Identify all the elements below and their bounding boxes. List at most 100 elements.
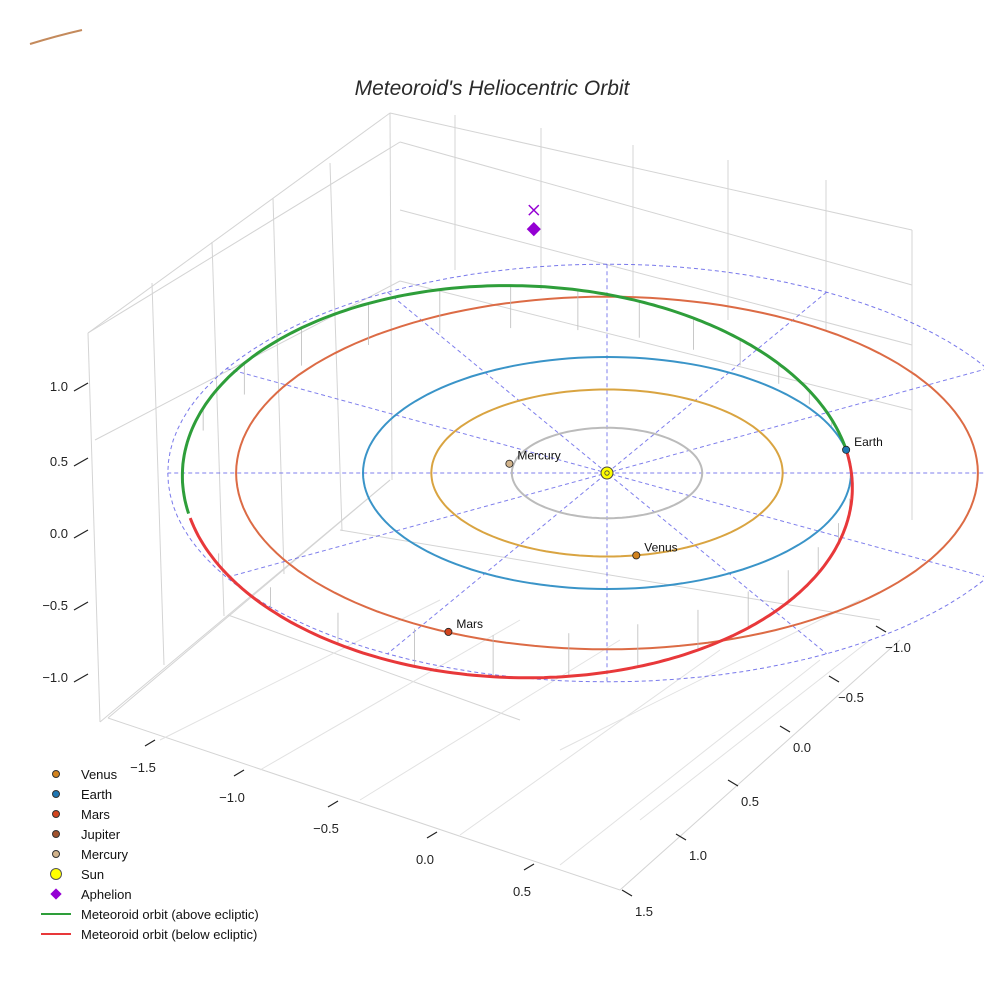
z-tick-mark bbox=[73, 673, 89, 683]
planet-earth-marker bbox=[842, 445, 851, 454]
legend-label: Mercury bbox=[81, 846, 128, 862]
box-grid bbox=[87, 112, 913, 891]
axis-ticks: −1.0 −0.5 0.0 0.5 1.0 −1.5 −1.0 −0.5 0.0 0.5 −1.0 −… bbox=[42, 379, 911, 919]
x-tick-mark bbox=[523, 863, 535, 871]
y-tick-label: 1.0 bbox=[689, 848, 707, 863]
legend-label: Sun bbox=[81, 866, 105, 882]
y-tick-mark bbox=[875, 625, 887, 633]
orbit-mars bbox=[235, 295, 979, 651]
legend-item: Mars bbox=[36, 804, 259, 824]
x-tick-label: 0.5 bbox=[513, 884, 531, 899]
x-tick-label: −1.5 bbox=[130, 760, 156, 775]
legend-symbol bbox=[36, 884, 76, 904]
aphelion-marker bbox=[526, 222, 541, 237]
legend-label: Aphelion bbox=[81, 886, 132, 902]
box-grid-line bbox=[339, 529, 881, 621]
y-tick-mark bbox=[621, 889, 633, 897]
z-tick-label: −1.0 bbox=[42, 670, 68, 685]
meteoroid-orbit bbox=[180, 284, 854, 680]
planet-mercury-marker bbox=[505, 459, 514, 468]
x-tick-mark bbox=[426, 831, 438, 839]
y-tick-mark bbox=[727, 779, 739, 787]
x-tick-mark bbox=[327, 800, 339, 808]
y-tick-label: 0.5 bbox=[741, 794, 759, 809]
legend-item: Meteoroid orbit (below ecliptic) bbox=[36, 924, 259, 944]
x-tick-label: 0.0 bbox=[416, 852, 434, 867]
box-grid-line bbox=[211, 241, 225, 617]
x-tick-label: −0.5 bbox=[313, 821, 339, 836]
z-tick-label: 0.0 bbox=[50, 526, 68, 541]
orbit-mercury bbox=[510, 426, 704, 520]
legend-label: Earth bbox=[81, 786, 113, 802]
planet-orbits bbox=[235, 295, 979, 651]
sun-center-mark bbox=[604, 470, 610, 476]
legend-item: Sun bbox=[36, 864, 259, 884]
y-tick-label: 0.0 bbox=[793, 740, 811, 755]
box-grid-line bbox=[259, 619, 521, 771]
legend: Venus Earth Mars Jupiter Mercury Sun Aphelion M… bbox=[36, 764, 259, 944]
legend-item: Earth bbox=[36, 784, 259, 804]
orbit-earth bbox=[361, 355, 852, 591]
legend-symbol bbox=[36, 784, 76, 804]
z-tick-mark bbox=[73, 457, 89, 467]
aphelion-cross-marker bbox=[528, 204, 540, 216]
legend-label: Mars bbox=[81, 806, 110, 822]
legend-symbol bbox=[36, 924, 76, 944]
orbit-venus bbox=[430, 388, 784, 558]
y-tick-mark bbox=[779, 725, 791, 733]
legend-line-marker bbox=[41, 913, 71, 915]
box-grid-line bbox=[329, 162, 343, 532]
x-tick-mark bbox=[233, 769, 245, 777]
z-tick-mark bbox=[73, 382, 89, 392]
legend-item: Aphelion bbox=[36, 884, 259, 904]
box-grid-line bbox=[399, 280, 913, 411]
x-tick-label: −1.0 bbox=[219, 790, 245, 805]
x-tick-mark bbox=[144, 739, 156, 747]
legend-symbol bbox=[36, 824, 76, 844]
y-tick-label: 1.5 bbox=[635, 904, 653, 919]
meteoroid-orbit-below bbox=[188, 449, 854, 680]
planet-mercury-label: Mercury bbox=[517, 449, 560, 463]
y-tick-label: −1.0 bbox=[885, 640, 911, 655]
legend-dot-marker bbox=[52, 790, 60, 798]
box-grid-line bbox=[559, 599, 861, 751]
z-tick-mark bbox=[73, 529, 89, 539]
legend-dot-marker bbox=[52, 830, 60, 838]
legend-item: Meteoroid orbit (above ecliptic) bbox=[36, 904, 259, 924]
legend-label: Jupiter bbox=[81, 826, 121, 842]
planet-venus-marker bbox=[632, 551, 641, 560]
reference-spoke bbox=[387, 291, 827, 655]
box-grid-line bbox=[87, 332, 101, 723]
legend-label: Meteoroid orbit (below ecliptic) bbox=[81, 926, 258, 942]
planet-earth-label: Earth bbox=[854, 435, 883, 449]
legend-item: Jupiter bbox=[36, 824, 259, 844]
aphelion-cross-stroke bbox=[528, 204, 540, 216]
box-grid-line bbox=[87, 141, 401, 334]
legend-dot-marker bbox=[52, 770, 60, 778]
box-grid-line bbox=[389, 112, 913, 231]
box-grid-line bbox=[639, 639, 871, 821]
box-grid-line bbox=[559, 659, 821, 866]
y-tick-mark bbox=[828, 675, 840, 683]
legend-diamond-marker bbox=[50, 888, 62, 900]
box-grid-line bbox=[359, 639, 621, 801]
box-grid-line bbox=[87, 112, 391, 334]
box-grid-line bbox=[159, 599, 441, 741]
box-grid-line bbox=[459, 649, 721, 836]
planet-mars-label: Mars bbox=[456, 617, 483, 631]
legend-label: Meteoroid orbit (above ecliptic) bbox=[81, 906, 259, 922]
chart-title: Meteoroid's Heliocentric Orbit bbox=[355, 77, 631, 100]
box-grid-line bbox=[399, 209, 913, 346]
box-grid-line bbox=[227, 614, 521, 721]
meteoroid-orbit-above bbox=[180, 284, 848, 515]
z-tick-label: 1.0 bbox=[50, 379, 68, 394]
box-grid-line bbox=[399, 141, 913, 286]
sun-marker bbox=[600, 466, 614, 480]
y-tick-label: −0.5 bbox=[838, 690, 864, 705]
legend-dot-marker bbox=[52, 810, 60, 818]
legend-line-marker bbox=[41, 933, 71, 935]
legend-label: Venus bbox=[81, 766, 118, 782]
legend-symbol bbox=[36, 844, 76, 864]
legend-item: Venus bbox=[36, 764, 259, 784]
